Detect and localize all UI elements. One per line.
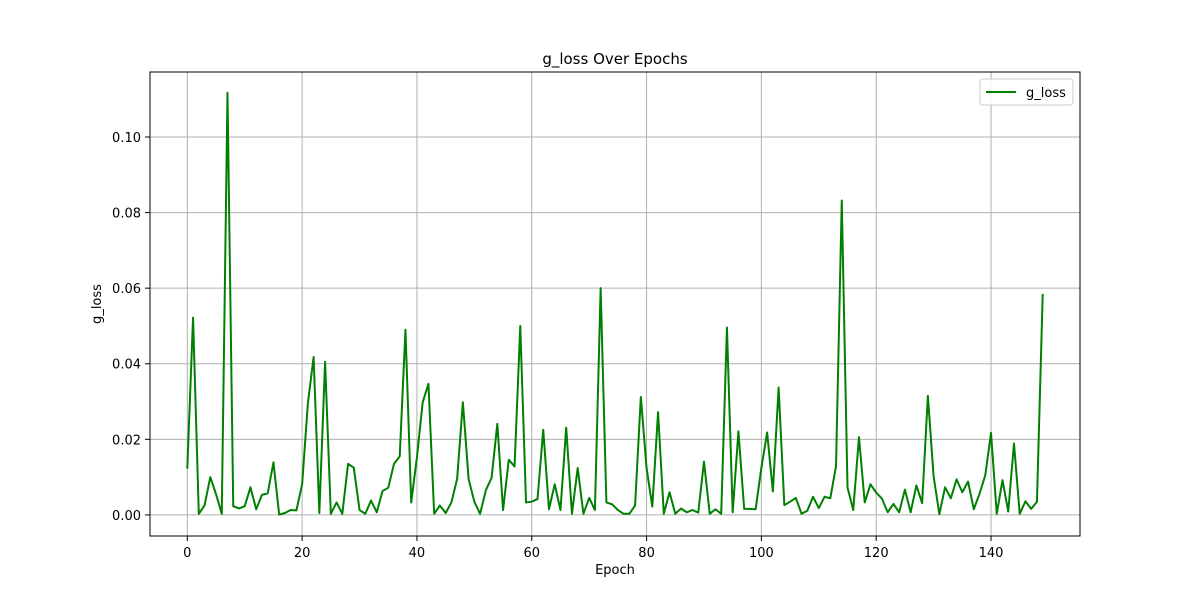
series-line-g_loss [186,91,1044,516]
y-tick-label: 0.00 [112,509,141,524]
x-tick-label: 100 [749,546,774,561]
y-tick-label: 0.06 [112,282,141,297]
x-tick-label: 60 [523,546,540,561]
legend: g_loss [979,78,1074,106]
y-tick-label: 0.04 [112,358,141,373]
series-layer [186,91,1044,516]
legend-box [979,78,1074,106]
y-axis-title: g_loss [90,284,105,324]
x-tick-label: 140 [979,546,1004,561]
plot-area-frame [149,71,1081,537]
x-tick-label: 40 [409,546,426,561]
y-tick-label: 0.02 [112,433,141,448]
x-tick-label: 0 [183,546,191,561]
y-tick-label: 0.10 [112,131,141,146]
x-tick-label: 80 [638,546,655,561]
x-tick-label: 20 [294,546,311,561]
x-axis-ticks: 0 20 40 60 80 100 120 140 [183,536,1003,561]
x-axis-title: Epoch [595,563,635,578]
chart-title: g_loss Over Epochs [542,50,688,69]
x-tick-label: 120 [864,546,889,561]
legend-label: g_loss [1026,86,1066,101]
y-axis-ticks: 0.00 0.02 0.04 0.06 0.08 0.10 [112,131,150,524]
y-tick-label: 0.08 [112,207,141,222]
